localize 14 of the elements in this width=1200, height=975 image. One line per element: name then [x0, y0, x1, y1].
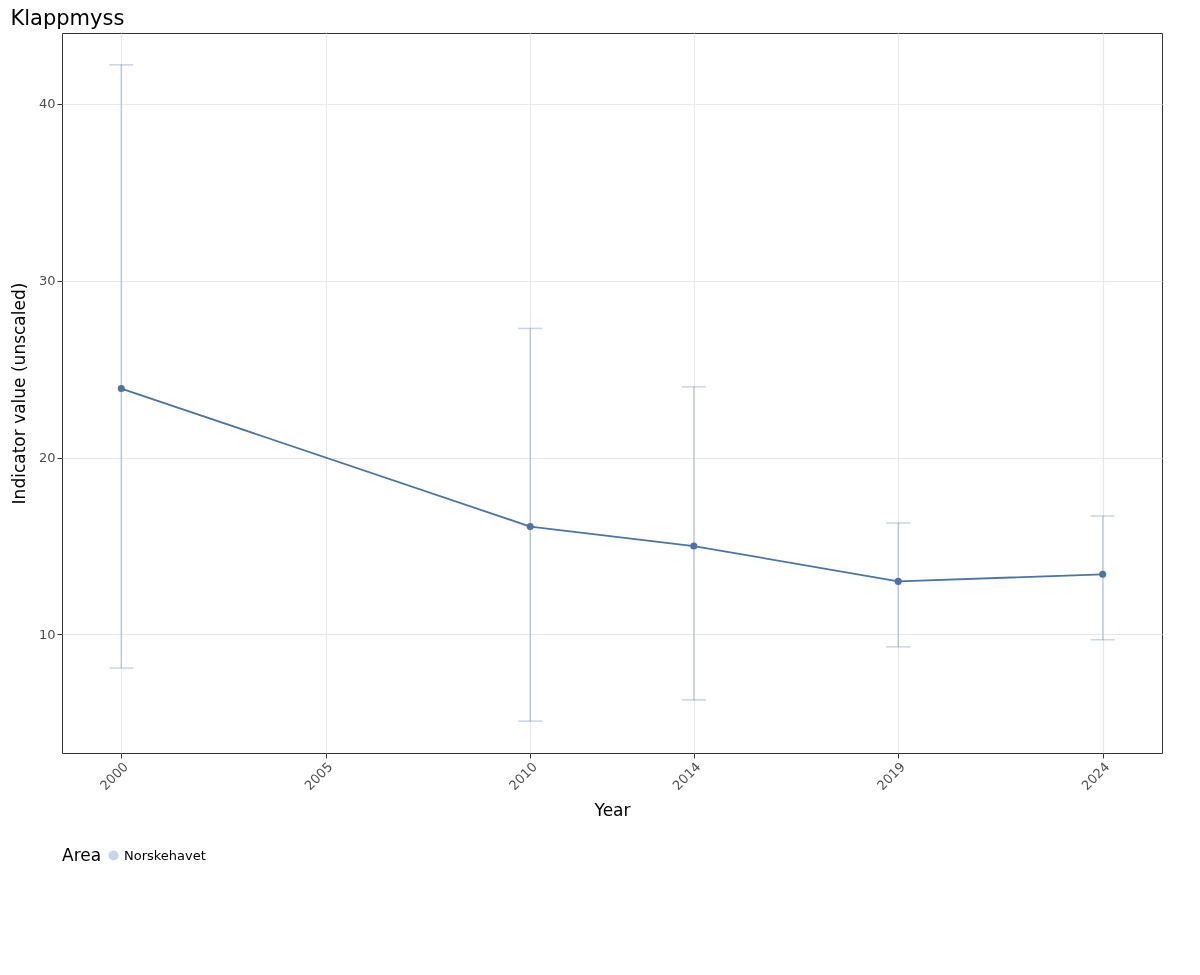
legend-label: Norskehavet [124, 847, 206, 863]
chart-title: Klappmyss [10, 6, 125, 30]
y-tick-label: 30 [38, 273, 56, 289]
point [690, 542, 698, 550]
point [1099, 570, 1107, 578]
point [894, 577, 902, 585]
y-tick-label: 10 [38, 626, 56, 642]
y-tick-label: 40 [38, 96, 56, 112]
point [526, 523, 534, 531]
y-tick-label: 20 [38, 450, 56, 466]
legend-title: Area [62, 845, 102, 865]
point [117, 385, 125, 393]
x-axis-title: Year [593, 800, 631, 821]
y-axis-title: Indicator value (unscaled) [8, 282, 29, 505]
